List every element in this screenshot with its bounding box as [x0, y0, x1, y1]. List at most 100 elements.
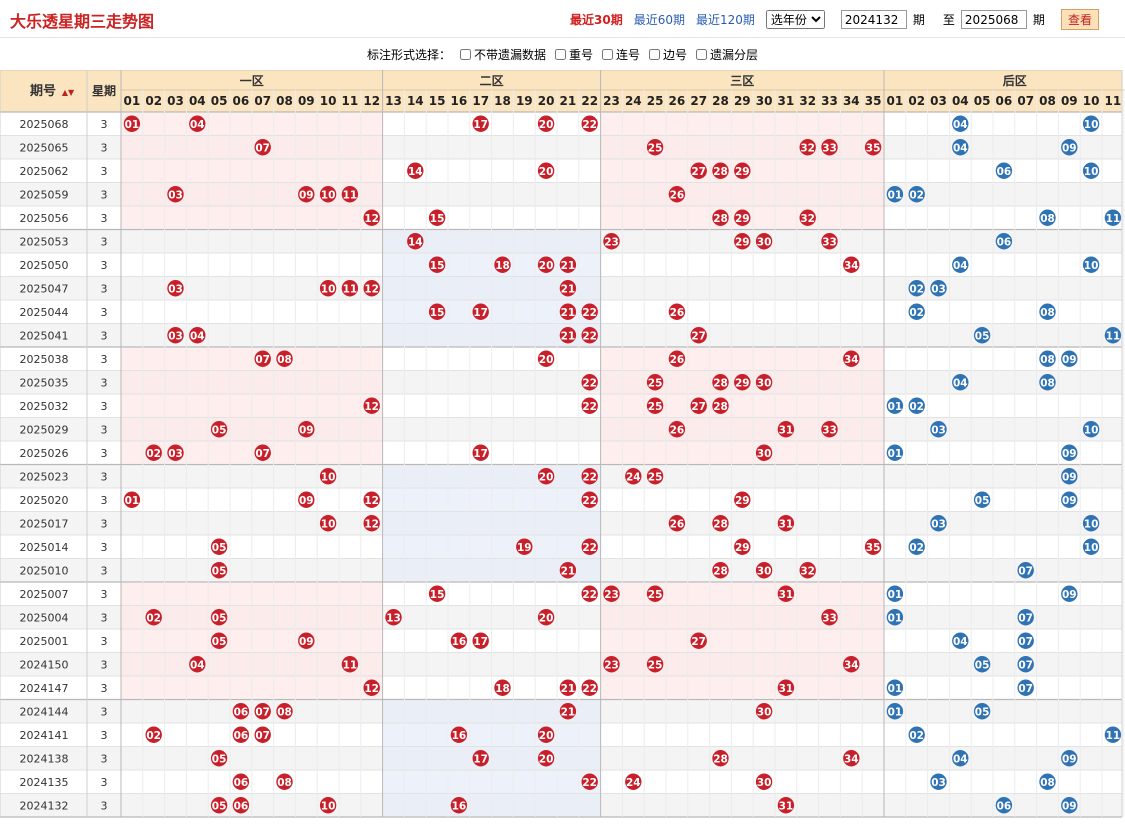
red-ball-number: 15	[430, 307, 445, 319]
red-ball-number: 02	[146, 448, 161, 460]
blue-ball	[886, 679, 904, 696]
trend-table: 期号▲▼星期一区二区三区后区和值跨度区间比奇偶比0102030405060708…	[0, 70, 1125, 818]
from-period-input[interactable]	[840, 10, 907, 29]
red-ball-number: 11	[343, 283, 358, 295]
front-number-header: 21	[560, 94, 577, 108]
blue-ball	[1061, 491, 1078, 508]
period-cell: 2025047	[20, 282, 69, 295]
front-number-header: 27	[690, 94, 707, 108]
red-ball-number: 26	[670, 354, 685, 366]
red-ball-number: 10	[321, 518, 336, 530]
option-consecutive[interactable]: 连号	[602, 46, 640, 63]
range-link-60[interactable]: 最近60期	[633, 13, 685, 27]
option-repeat[interactable]: 重号	[554, 46, 593, 63]
blue-ball-number: 10	[1084, 260, 1099, 272]
red-ball-number: 11	[343, 659, 358, 671]
red-ball	[363, 491, 380, 508]
red-ball-number: 17	[473, 448, 488, 460]
red-ball-number: 05	[212, 565, 227, 577]
range-link-30[interactable]: 最近30期	[570, 13, 623, 27]
blue-ball-number: 02	[909, 730, 924, 742]
red-ball	[537, 162, 555, 179]
checkbox[interactable]	[602, 48, 613, 60]
red-ball	[537, 115, 555, 132]
period-cell: 2025053	[20, 235, 69, 248]
checkbox[interactable]	[459, 48, 471, 60]
red-ball	[559, 280, 577, 297]
blue-ball	[1082, 538, 1100, 555]
red-ball-number: 25	[648, 142, 663, 154]
red-ball	[712, 397, 729, 414]
red-ball	[450, 632, 468, 649]
checkbox[interactable]	[696, 48, 708, 60]
red-ball	[472, 750, 489, 767]
option-edge[interactable]: 边号	[649, 46, 687, 63]
red-ball-number: 04	[190, 659, 205, 671]
weekday-cell: 3	[101, 329, 108, 342]
option-no-miss[interactable]: 不带遗漏数据	[459, 46, 546, 63]
weekday-cell: 3	[101, 588, 108, 601]
to-period-input[interactable]	[960, 10, 1027, 29]
red-ball	[690, 327, 707, 344]
red-ball	[385, 609, 402, 626]
red-ball-number: 22	[582, 542, 597, 554]
checkbox[interactable]	[649, 48, 661, 60]
weekday-cell: 3	[101, 635, 108, 648]
red-ball	[843, 750, 860, 767]
blue-ball-number: 03	[931, 777, 946, 789]
blue-ball	[1082, 515, 1100, 532]
red-ball-number: 31	[779, 518, 794, 530]
front-number-header: 09	[298, 94, 315, 108]
blue-ball	[995, 233, 1013, 250]
blue-ball-number: 09	[1062, 448, 1077, 460]
red-ball	[363, 515, 380, 532]
red-ball	[472, 632, 489, 649]
red-ball	[428, 303, 446, 320]
red-ball-number: 27	[691, 636, 706, 648]
blue-ball-number: 01	[888, 706, 903, 718]
red-ball-number: 29	[735, 236, 750, 248]
front-number-header: 11	[342, 94, 359, 108]
blue-ball-number: 10	[1084, 119, 1099, 131]
blue-ball	[952, 115, 969, 132]
red-ball	[646, 585, 664, 602]
checkbox[interactable]	[554, 48, 566, 60]
red-ball	[625, 773, 642, 790]
red-ball	[755, 703, 773, 720]
option-miss-layer[interactable]: 遗漏分层	[696, 46, 758, 63]
period-cell: 2025032	[20, 400, 69, 413]
blue-ball-number: 11	[1106, 730, 1121, 742]
red-ball	[232, 726, 250, 743]
weekday-cell: 3	[101, 470, 108, 483]
range-link-120[interactable]: 最近120期	[695, 13, 755, 27]
red-ball	[646, 468, 664, 485]
red-ball	[777, 797, 795, 814]
red-ball	[755, 374, 773, 391]
weekday-cell: 3	[101, 541, 108, 554]
query-button[interactable]: 查看	[1060, 9, 1099, 30]
blue-ball	[1017, 609, 1034, 626]
year-select[interactable]: 选年份	[765, 10, 825, 29]
red-ball	[581, 327, 598, 344]
front-number-header: 22	[581, 94, 598, 108]
red-ball-number: 31	[779, 683, 794, 695]
red-ball-number: 12	[364, 518, 379, 530]
red-ball-number: 20	[539, 612, 554, 624]
red-ball	[734, 538, 751, 555]
red-ball-number: 13	[386, 612, 401, 624]
front-number-header: 12	[363, 94, 380, 108]
red-ball-number: 24	[626, 777, 641, 789]
red-ball	[516, 538, 533, 555]
red-ball	[232, 797, 250, 814]
red-ball-number: 32	[800, 565, 815, 577]
red-ball	[821, 233, 838, 250]
back-number-header: 09	[1061, 94, 1078, 108]
red-ball-number: 06	[234, 777, 249, 789]
red-ball-number: 18	[495, 260, 510, 272]
red-ball-number: 22	[582, 307, 597, 319]
period-cell: 2025029	[20, 423, 69, 436]
blue-ball	[973, 703, 991, 720]
back-number-header: 02	[908, 94, 925, 108]
period-cell: 2025007	[20, 588, 69, 601]
red-ball-number: 05	[212, 612, 227, 624]
